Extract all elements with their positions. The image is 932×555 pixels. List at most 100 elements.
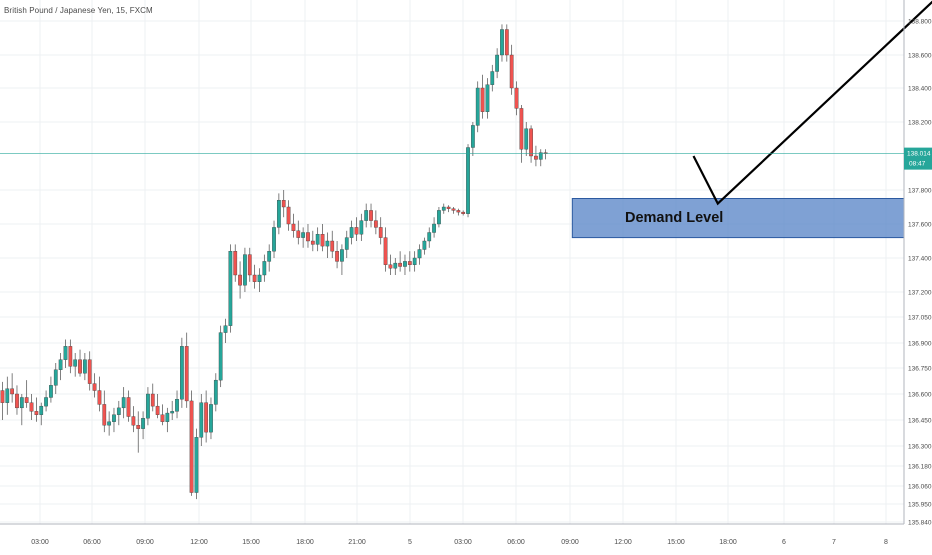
y-tick-label: 136.900	[908, 341, 932, 348]
candle-body	[389, 265, 392, 268]
projection-path	[694, 1, 932, 204]
candle-body	[195, 437, 198, 492]
x-tick-label: 06:00	[507, 539, 525, 546]
candle-body	[403, 261, 406, 266]
candle-body	[481, 88, 484, 112]
candle-body	[452, 209, 455, 211]
x-tick-label: 15:00	[242, 539, 260, 546]
x-tick-label: 5	[408, 539, 412, 546]
candle-body	[364, 210, 367, 220]
y-tick-label: 137.200	[908, 290, 932, 297]
candle-body	[190, 401, 193, 493]
candle-body	[297, 231, 300, 238]
candle-body	[428, 233, 431, 242]
candle-body	[326, 241, 329, 246]
y-tick-label: 137.600	[908, 222, 932, 229]
candle-body	[534, 156, 537, 159]
candle-body	[505, 30, 508, 56]
candle-body	[379, 227, 382, 237]
candle-body	[49, 385, 52, 397]
candle-body	[287, 207, 290, 224]
candle-body	[369, 210, 372, 220]
candle-body	[301, 233, 304, 238]
x-tick-label: 06:00	[83, 539, 101, 546]
candle-body	[394, 263, 397, 268]
candle-body	[432, 224, 435, 233]
candle-body	[204, 403, 207, 432]
candle-body	[457, 210, 460, 212]
candle-body	[495, 55, 498, 72]
candle-body	[54, 370, 57, 386]
demand-zone-label: Demand Level	[625, 210, 723, 226]
candle-body	[141, 418, 144, 428]
candle-body	[491, 72, 494, 85]
candle-body	[461, 212, 464, 214]
candle-body	[413, 258, 416, 265]
y-tick-label: 138.600	[908, 53, 932, 60]
y-tick-label: 136.180	[908, 464, 932, 471]
candle-body	[311, 241, 314, 244]
candle-body	[69, 346, 72, 366]
candle-body	[500, 30, 503, 56]
candle-body	[321, 234, 324, 246]
candle-body	[340, 250, 343, 262]
x-tick-label: 12:00	[614, 539, 632, 546]
candle-body	[306, 233, 309, 242]
grid-layer	[0, 0, 904, 524]
candle-body	[476, 88, 479, 125]
x-tick-label: 21:00	[348, 539, 366, 546]
candle-body	[350, 227, 353, 237]
y-tick-label: 137.800	[908, 188, 932, 195]
candle-body	[238, 275, 241, 285]
candle-body	[282, 200, 285, 207]
candle-body	[112, 415, 115, 422]
candle-body	[180, 346, 183, 399]
x-tick-label: 7	[832, 539, 836, 546]
x-tick-label: 6	[782, 539, 786, 546]
candle-body	[88, 360, 91, 384]
candle-body	[360, 221, 363, 235]
candle-body	[122, 397, 125, 407]
candle-body	[267, 251, 270, 261]
y-tick-label: 137.400	[908, 256, 932, 263]
candle-body	[93, 384, 96, 391]
last-price-label: 138.014	[907, 151, 931, 158]
candle-body	[437, 210, 440, 224]
candle-body	[447, 207, 450, 209]
candle-body	[486, 85, 489, 112]
candle-body	[263, 261, 266, 275]
y-tick-label: 136.600	[908, 392, 932, 399]
candle-body	[44, 397, 47, 406]
y-tick-label: 135.840	[908, 520, 932, 527]
candle-body	[258, 275, 261, 282]
candle-body	[10, 389, 13, 394]
candle-body	[107, 422, 110, 425]
candle-body	[98, 391, 101, 405]
x-tick-label: 18:00	[719, 539, 737, 546]
candle-body	[272, 227, 275, 251]
y-tick-label: 136.060	[908, 484, 932, 491]
candle-body	[398, 263, 401, 266]
candle-body	[73, 360, 76, 367]
x-tick-label: 12:00	[190, 539, 208, 546]
candle-body	[151, 394, 154, 406]
candle-body	[331, 241, 334, 251]
x-tick-label: 18:00	[296, 539, 314, 546]
x-tick-label: 03:00	[454, 539, 472, 546]
candle-body	[515, 88, 518, 108]
candle-body	[423, 241, 426, 250]
candle-body	[166, 413, 169, 422]
candle-body	[6, 389, 9, 403]
candle-body	[156, 406, 159, 415]
candle-body	[224, 326, 227, 333]
candle-body	[30, 403, 33, 412]
candle-body	[466, 148, 469, 214]
candle-body	[170, 411, 173, 413]
candle-body	[64, 346, 67, 359]
x-tick-label: 09:00	[561, 539, 579, 546]
y-tick-label: 135.950	[908, 502, 932, 509]
candle-body	[248, 255, 251, 275]
